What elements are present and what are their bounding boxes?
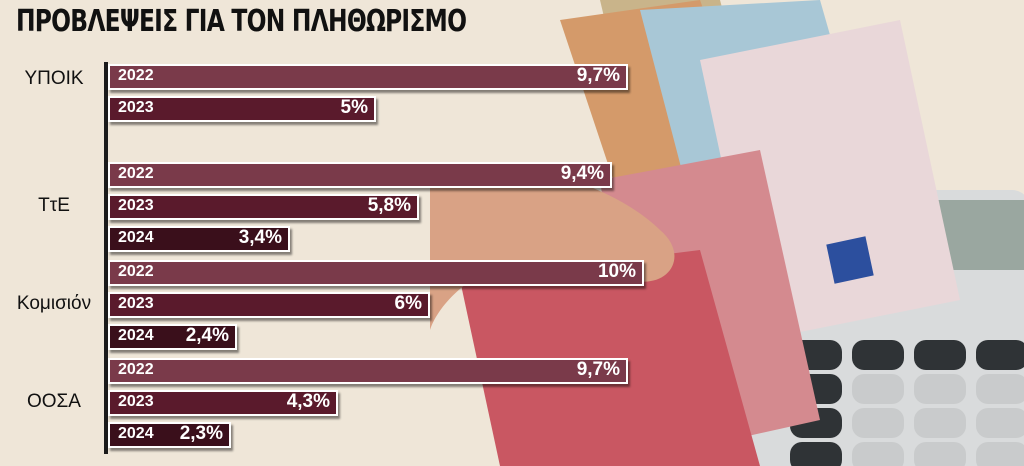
- bar: 2022 10%: [108, 260, 644, 286]
- bar: 2023 5,8%: [108, 194, 419, 220]
- bar-year-label: 2022: [118, 165, 154, 182]
- bar-year-label: 2022: [118, 361, 154, 378]
- group-label: ΥΠΟΙΚ: [24, 68, 84, 89]
- bar-value-label: 9,4%: [560, 163, 604, 184]
- bar-year-label: 2022: [118, 263, 154, 280]
- bar-year-label: 2024: [118, 229, 154, 246]
- bar: 2023 6%: [108, 292, 430, 318]
- bar: 2022 9,7%: [108, 358, 628, 384]
- bar: 2024 2,4%: [108, 324, 237, 350]
- bar-year-label: 2022: [118, 67, 154, 84]
- bar: 2023 4,3%: [108, 390, 338, 416]
- bar-year-label: 2024: [118, 425, 154, 442]
- bar-value-label: 6%: [394, 293, 422, 314]
- bar-value-label: 9,7%: [576, 65, 620, 86]
- bar-value-label: 2,3%: [179, 423, 223, 444]
- bar: 2022 9,4%: [108, 162, 612, 188]
- bar-year-label: 2024: [118, 327, 154, 344]
- chart-title: ΠΡΟΒΛΕΨΕΙΣ ΓΙΑ ΤΟΝ ΠΛΗΘΩΡΙΣΜΟ: [16, 4, 467, 39]
- bar-value-label: 3,4%: [238, 227, 282, 248]
- bar-year-label: 2023: [118, 393, 154, 410]
- group-label: ΤτΕ: [38, 195, 70, 216]
- y-axis-line: [104, 62, 108, 454]
- bar-value-label: 9,7%: [576, 359, 620, 380]
- group-label: ΟΟΣΑ: [27, 391, 81, 412]
- bar-year-label: 2023: [118, 197, 154, 214]
- bar: 2023 5%: [108, 96, 376, 122]
- bar-year-label: 2023: [118, 295, 154, 312]
- bar: 2022 9,7%: [108, 64, 628, 90]
- group-label: Κομισιόν: [16, 293, 92, 314]
- bar: 2024 2,3%: [108, 422, 231, 448]
- bar-value-label: 5,8%: [367, 195, 411, 216]
- bar: 2024 3,4%: [108, 226, 290, 252]
- bar-value-label: 5%: [340, 97, 368, 118]
- bar-value-label: 4,3%: [286, 391, 330, 412]
- bar-value-label: 2,4%: [185, 325, 229, 346]
- bar-value-label: 10%: [597, 261, 636, 282]
- bar-year-label: 2023: [118, 99, 154, 116]
